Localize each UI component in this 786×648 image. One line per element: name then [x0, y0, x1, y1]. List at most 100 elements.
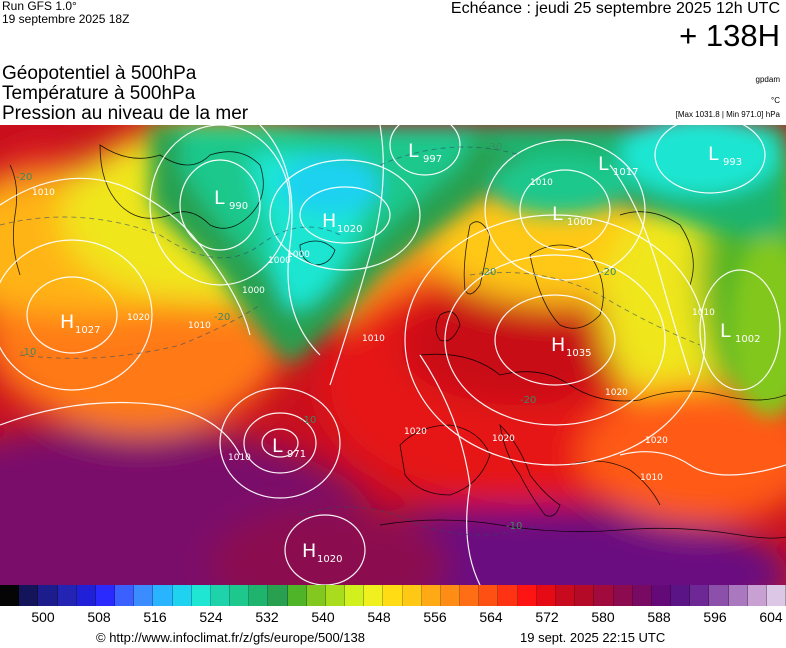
- low-pressure-center: L 1017: [598, 153, 638, 178]
- colorbar-swatch: [153, 585, 173, 606]
- colorbar-tick-label: 516: [143, 609, 167, 625]
- colorbar-tick-label: 580: [591, 609, 615, 625]
- isobar-label: 1010: [362, 334, 385, 344]
- lead-time: + 138H: [679, 18, 780, 53]
- isobar-label: 1010: [530, 178, 553, 188]
- high-pressure-center: H 1027: [60, 311, 100, 336]
- isotherm-labels: -20 -20 -20 -20 -10 -10 -10 -30 -20: [16, 142, 616, 532]
- colorbar-swatch: [440, 585, 461, 606]
- colorbar-swatch: [249, 585, 269, 606]
- high-pressure-center: H 1020: [302, 540, 342, 565]
- colorbar-swatch: [709, 585, 729, 606]
- isotherm-label: -30: [486, 142, 502, 153]
- colorbar-swatch: [517, 585, 537, 606]
- high-pressure-center: H 1020: [322, 210, 362, 235]
- isotherm-label: -20: [600, 267, 616, 278]
- pressure-range: [Max 1031.8 | Min 971.0] hPa: [675, 110, 780, 119]
- isobar-label: 1000: [242, 286, 265, 296]
- low-pressure-center: L 990: [214, 187, 248, 212]
- colorbar-swatch: [191, 585, 211, 606]
- colorbar-swatch: [671, 585, 691, 606]
- colorbar-tick-label: 524: [199, 609, 223, 625]
- isotherm-label: -10: [20, 347, 36, 358]
- isobar-label: 1020: [645, 436, 668, 446]
- colorbar-tick-label: 532: [255, 609, 279, 625]
- isobar-label: 1020: [404, 427, 427, 437]
- colorbar-tick-label: 508: [87, 609, 111, 625]
- colorbar-swatch: [728, 585, 748, 606]
- pressure-center-value: 1020: [317, 554, 342, 565]
- isotherm-label: -20: [520, 395, 536, 406]
- temperature-unit: °C: [771, 96, 780, 105]
- colorbar-swatch: [364, 585, 384, 606]
- pressure-center-letter: L: [272, 435, 283, 457]
- colorbar-swatch: [613, 585, 633, 606]
- pressure-center-value: 1002: [735, 334, 760, 345]
- layer-temperature-label: Température à 500hPa: [2, 83, 196, 104]
- isobar-labels: 1010 1020 1000 1010 1000 1010 1020 1010 1020 1020…: [32, 178, 715, 483]
- colorbar-swatch: [76, 585, 96, 606]
- high-pressure-center: H 1035: [551, 334, 591, 359]
- colorbar-swatch: [38, 585, 58, 606]
- isobars: [0, 125, 786, 585]
- colorbar-tick-label: 596: [703, 609, 727, 625]
- run-title: Run GFS 1.0°: [2, 0, 77, 13]
- low-pressure-center: L 1000: [552, 203, 592, 228]
- colorbar-swatch: [498, 585, 518, 606]
- isobar-label: 1010: [228, 453, 251, 463]
- layer-geopotential-label: Géopotentiel à 500hPa: [2, 63, 197, 84]
- colorbar-swatch: [115, 585, 135, 606]
- isotherm-label: -20: [16, 172, 32, 183]
- pressure-center-letter: H: [60, 311, 74, 333]
- isotherm-label: -10: [300, 415, 316, 426]
- run-date: 19 septembre 2025 18Z: [2, 12, 130, 26]
- pressure-center-value: 1017: [613, 167, 638, 178]
- isobar-label: 1010: [188, 321, 211, 331]
- geopotential-unit: gpdam: [755, 75, 780, 84]
- pressure-center-letter: L: [598, 153, 609, 175]
- colorbar-swatch: [536, 585, 556, 606]
- pressure-center-value: 971: [287, 449, 306, 460]
- pressure-center-value: 993: [723, 157, 742, 168]
- colorbar-swatch: [766, 585, 786, 606]
- pressure-center-value: 1035: [566, 348, 591, 359]
- pressure-center-letter: H: [322, 210, 336, 232]
- pressure-center-letter: L: [408, 140, 419, 162]
- isotherm-label: -10: [506, 521, 522, 532]
- isobar-label: 1000: [268, 256, 291, 266]
- footer-credit: © http://www.infoclimat.fr/z/gfs/europe/…: [96, 630, 365, 645]
- weather-map: H 1027 L 990 H 1020 L 997 L 1000 L 1017 L 993 H 1035 L 10…: [0, 125, 786, 585]
- colorbar-swatch: [134, 585, 154, 606]
- pressure-center-letter: L: [552, 203, 563, 225]
- colorbar-swatch: [95, 585, 116, 606]
- colorbar-swatch: [575, 585, 595, 606]
- isotherm-label: -20: [480, 267, 496, 278]
- colorbar-swatch: [460, 585, 480, 606]
- colorbar-tick-label: 556: [423, 609, 447, 625]
- colorbar-swatch: [210, 585, 231, 606]
- colorbar-tick-label: 572: [535, 609, 559, 625]
- low-pressure-center: L 993: [708, 143, 742, 168]
- colorbar-tick-label: 540: [311, 609, 335, 625]
- colorbar-swatch: [632, 585, 652, 606]
- isobar-label: 1010: [692, 308, 715, 318]
- footer-generated-time: 19 sept. 2025 22:15 UTC: [520, 630, 666, 645]
- geopotential-colorbar: [0, 585, 786, 606]
- colorbar-swatch: [747, 585, 767, 606]
- colorbar-swatch: [325, 585, 346, 606]
- colorbar-swatch: [594, 585, 614, 606]
- colorbar-swatch: [268, 585, 288, 606]
- colorbar-swatch: [479, 585, 499, 606]
- pressure-center-letter: H: [302, 540, 316, 562]
- isotherm-label: -20: [214, 312, 230, 323]
- colorbar-swatch: [306, 585, 326, 606]
- colorbar-tick-label: 588: [647, 609, 671, 625]
- colorbar-tick-label: 604: [759, 609, 783, 625]
- colorbar-swatch: [421, 585, 441, 606]
- pressure-center-value: 1020: [337, 224, 362, 235]
- pressure-center-value: 1000: [567, 217, 592, 228]
- pressure-center-letter: L: [214, 187, 225, 209]
- isobar-label: 1020: [605, 388, 628, 398]
- low-pressure-center: L 997: [408, 140, 442, 165]
